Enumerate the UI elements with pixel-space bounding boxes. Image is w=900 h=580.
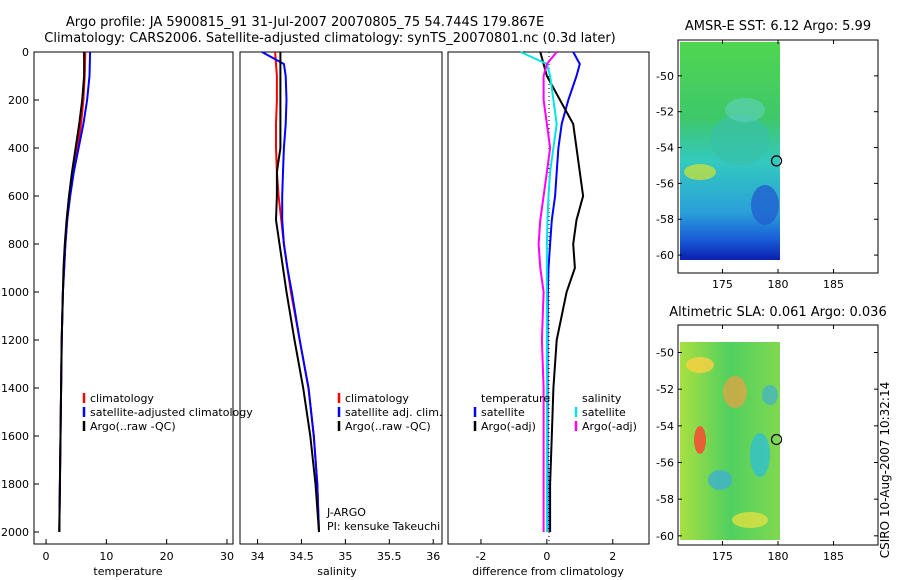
altimetric-sla-y-tick-label: -60 bbox=[656, 530, 674, 543]
amsre-sst-y-tick-label: -56 bbox=[656, 177, 674, 190]
altimetric-sla-y-tick-label: -52 bbox=[656, 383, 674, 396]
x-tick-label: 35.5 bbox=[377, 550, 402, 563]
depth-tick-label: 0 bbox=[22, 46, 29, 59]
salinity-legend-label: Argo(..raw -QC) bbox=[345, 420, 431, 433]
altimetric-sla-y-tick-label: -54 bbox=[656, 420, 674, 433]
depth-tick-label: 2000 bbox=[1, 526, 29, 539]
series-line-difference-0 bbox=[546, 51, 581, 532]
altimetric-sla-y-tick-label: -58 bbox=[656, 493, 674, 506]
series-line-difference-3 bbox=[537, 51, 558, 532]
sst-map-title: AMSR-E SST: 6.12 Argo: 5.99 bbox=[685, 19, 871, 34]
x-tick-label: 36 bbox=[426, 550, 440, 563]
amsre-sst-argo-marker bbox=[770, 155, 783, 167]
figure-subtitle: Climatology: CARS2006. Satellite-adjuste… bbox=[44, 31, 616, 46]
salinity-axes bbox=[239, 51, 443, 545]
difference-legend-label: Argo(-adj) bbox=[481, 420, 536, 433]
salinity-legend-label: climatology bbox=[345, 392, 409, 405]
salinity-legend-label: satellite adj. clim. bbox=[345, 406, 442, 419]
depth-tick-label: 1800 bbox=[1, 478, 29, 491]
amsre-sst-y-tick-label: -54 bbox=[656, 142, 674, 155]
difference-legend-label: satellite bbox=[582, 406, 626, 419]
x-tick-label: -2 bbox=[475, 550, 486, 563]
temperature-axes bbox=[33, 51, 234, 545]
x-tick-label: 35 bbox=[338, 550, 352, 563]
temperature-legend-label: climatology bbox=[90, 392, 154, 405]
sla-heatmap bbox=[680, 342, 780, 540]
difference-xlabel: difference from climatology bbox=[472, 565, 624, 578]
x-tick-label: 34.5 bbox=[289, 550, 314, 563]
altimetric-sla-x-tick-label: 185 bbox=[823, 550, 844, 563]
altimetric-sla-x-tick-label: 175 bbox=[712, 550, 733, 563]
depth-tick-label: 1200 bbox=[1, 334, 29, 347]
amsre-sst-y-tick-label: -60 bbox=[656, 249, 674, 262]
series-line-salinity-2 bbox=[274, 52, 320, 533]
depth-tick-label: 400 bbox=[8, 142, 29, 155]
float-program-label: J-ARGO bbox=[326, 506, 366, 519]
altimetric-sla-y-tick-label: -56 bbox=[656, 457, 674, 470]
x-tick-label: 0 bbox=[543, 550, 550, 563]
amsre-sst-y-tick-label: -58 bbox=[656, 213, 674, 226]
float-pi-label: PI: kensuke Takeuchi bbox=[327, 520, 440, 533]
x-tick-label: 0 bbox=[43, 550, 50, 563]
x-tick-label: 34 bbox=[251, 550, 265, 563]
x-tick-label: 20 bbox=[160, 550, 174, 563]
difference-legend-label: Argo(-adj) bbox=[582, 420, 637, 433]
altimetric-sla-argo-marker bbox=[770, 433, 783, 446]
depth-tick-label: 1000 bbox=[1, 286, 29, 299]
x-tick-label: 30 bbox=[220, 550, 234, 563]
x-tick-label: 2 bbox=[609, 550, 616, 563]
depth-tick-label: 200 bbox=[8, 94, 29, 107]
depth-tick-label: 800 bbox=[8, 238, 29, 251]
salinity-xlabel: salinity bbox=[317, 565, 357, 578]
difference-legend-label: satellite bbox=[481, 406, 525, 419]
amsre-sst-x-tick-label: 180 bbox=[768, 278, 789, 291]
series-line-salinity-1 bbox=[261, 51, 320, 533]
series-line-temperature-1 bbox=[58, 51, 92, 533]
series-line-difference-2 bbox=[520, 51, 558, 532]
series-line-temperature-2 bbox=[58, 52, 86, 533]
amsre-sst-y-tick-label: -50 bbox=[656, 70, 674, 83]
sla-map-title: Altimetric SLA: 0.061 Argo: 0.036 bbox=[669, 305, 886, 320]
temperature-xlabel: temperature bbox=[93, 565, 162, 578]
x-tick-label: 10 bbox=[99, 550, 113, 563]
depth-tick-label: 1600 bbox=[1, 430, 29, 443]
series-line-difference-1 bbox=[539, 51, 585, 532]
timestamp-label: CSIRO 10-Aug-2007 10:32:14 bbox=[878, 382, 892, 558]
altimetric-sla-y-tick-label: -50 bbox=[656, 347, 674, 360]
temperature-legend-label: Argo(..raw -QC) bbox=[90, 420, 176, 433]
amsre-sst-x-tick-label: 175 bbox=[712, 278, 733, 291]
temperature-legend-label: satellite-adjusted climatology bbox=[90, 406, 253, 419]
amsre-sst-x-tick-label: 185 bbox=[823, 278, 844, 291]
depth-tick-label: 600 bbox=[8, 190, 29, 203]
depth-tick-label: 1400 bbox=[1, 382, 29, 395]
altimetric-sla-x-tick-label: 180 bbox=[768, 550, 789, 563]
difference-legend-group-title: temperature bbox=[481, 392, 550, 405]
difference-legend-group-title: salinity bbox=[582, 392, 622, 405]
amsre-sst-y-tick-label: -52 bbox=[656, 106, 674, 119]
sst-heatmap bbox=[680, 42, 780, 260]
figure-title: Argo profile: JA 5900815_91 31-Jul-2007 … bbox=[66, 15, 544, 30]
